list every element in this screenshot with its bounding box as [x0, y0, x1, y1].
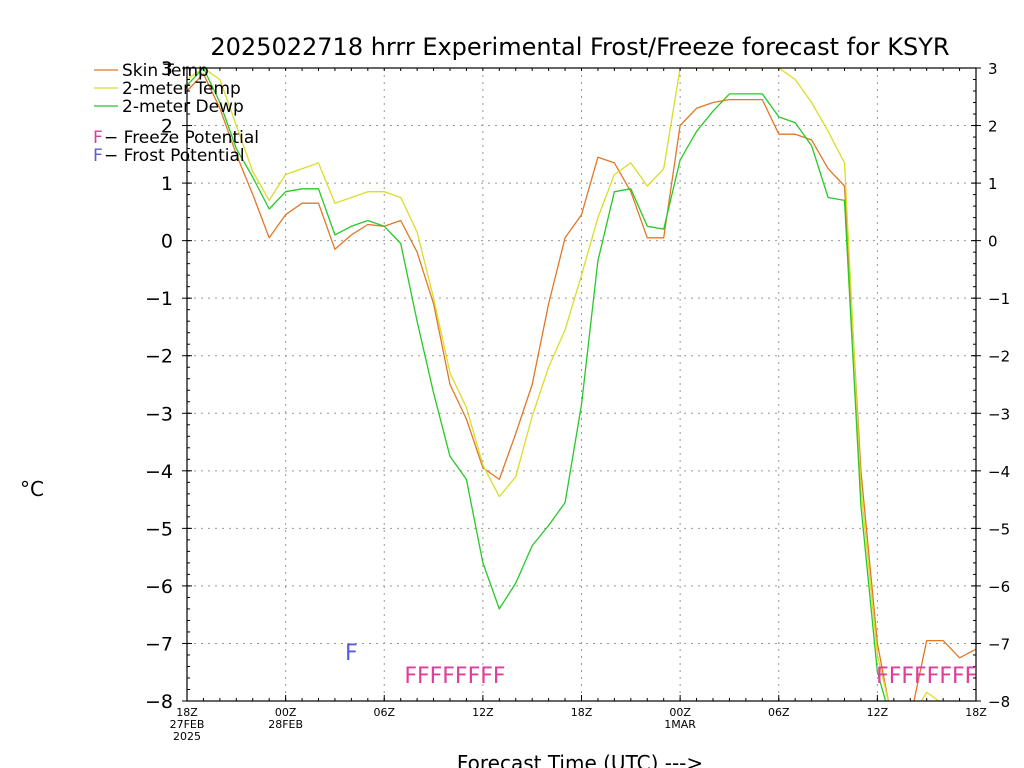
- series-line-2-meter-dewp: [187, 68, 887, 701]
- legend-note: − Freeze Potential: [104, 128, 259, 148]
- x-tick-label: 00Z: [275, 706, 297, 719]
- y-tick-label-right: 3: [988, 60, 998, 78]
- x-tick-label: 2025: [173, 730, 201, 743]
- y-tick-label-right: −1: [988, 290, 1010, 308]
- y-tick-label-right: −5: [988, 520, 1010, 538]
- y-tick-label-right: −7: [988, 635, 1010, 653]
- x-tick-label: 00Z: [669, 706, 691, 719]
- y-tick-label-left: 1: [161, 173, 173, 195]
- y-tick-label-right: −6: [988, 578, 1010, 596]
- series-lines: [187, 68, 976, 701]
- x-tick-label: 28FEB: [268, 718, 303, 731]
- x-tick-label: 18Z: [965, 706, 987, 719]
- y-tick-label-left: 0: [161, 231, 173, 253]
- x-tick-label: 27FEB: [170, 718, 205, 731]
- potential-marker: F: [345, 641, 358, 666]
- y-tick-label-right: −4: [988, 463, 1010, 481]
- y-tick-label-left: −8: [145, 691, 173, 713]
- x-tick-label: 18Z: [176, 706, 198, 719]
- series-line-skin-temp: [187, 73, 976, 701]
- y-tick-label-left: −3: [145, 403, 173, 425]
- y-axis-label: °C: [20, 477, 44, 501]
- x-tick-label: 12Z: [472, 706, 494, 719]
- legend-marker: F: [93, 146, 103, 166]
- y-tick-label-left: −4: [145, 461, 173, 483]
- series-line-2-meter-temp: [187, 68, 941, 701]
- y-tick-label-right: 0: [988, 233, 998, 251]
- x-tick-label: 1MAR: [664, 718, 696, 731]
- potential-marker: FFFFFFFF: [404, 664, 505, 689]
- y-tick-label-right: −2: [988, 348, 1010, 366]
- legend-label: Skin Temp: [122, 61, 209, 81]
- y-tick-label-left: −7: [145, 633, 173, 655]
- y-tick-label-right: 1: [988, 175, 998, 193]
- chart-title: 2025022718 hrrr Experimental Frost/Freez…: [210, 33, 949, 61]
- legend-label: 2-meter Temp: [122, 79, 241, 99]
- x-tick-label: 06Z: [373, 706, 395, 719]
- x-tick-label: 18Z: [571, 706, 593, 719]
- potential-marker: FFFFFFFF: [876, 664, 977, 689]
- y-tick-label-left: −2: [145, 346, 173, 368]
- y-tick-label-right: −8: [988, 693, 1010, 711]
- y-tick-label-right: 2: [988, 118, 998, 136]
- y-tick-label-left: −5: [145, 518, 173, 540]
- y-tick-label-left: 3: [161, 58, 173, 80]
- axis-ticks: 3 3 2 2 1 1 0 0 −1 −1 −2 −2 −3 −3 −4 −4 −5 −5 −6 −6 −7 −7 −8 −8…: [145, 58, 1010, 743]
- grid: [187, 68, 976, 701]
- x-tick-label: 12Z: [867, 706, 889, 719]
- legend-note: − Frost Potential: [104, 146, 245, 166]
- legend-marker: F: [93, 128, 103, 148]
- y-tick-label-right: −3: [988, 405, 1010, 423]
- legend-label: 2-meter Dewp: [122, 97, 244, 117]
- y-tick-label-left: −1: [145, 288, 173, 310]
- y-tick-label-left: −6: [145, 576, 173, 598]
- x-tick-label: 06Z: [768, 706, 790, 719]
- x-axis-label: Forecast Time (UTC) --->: [457, 751, 703, 768]
- y-tick-label-left: 2: [161, 116, 173, 138]
